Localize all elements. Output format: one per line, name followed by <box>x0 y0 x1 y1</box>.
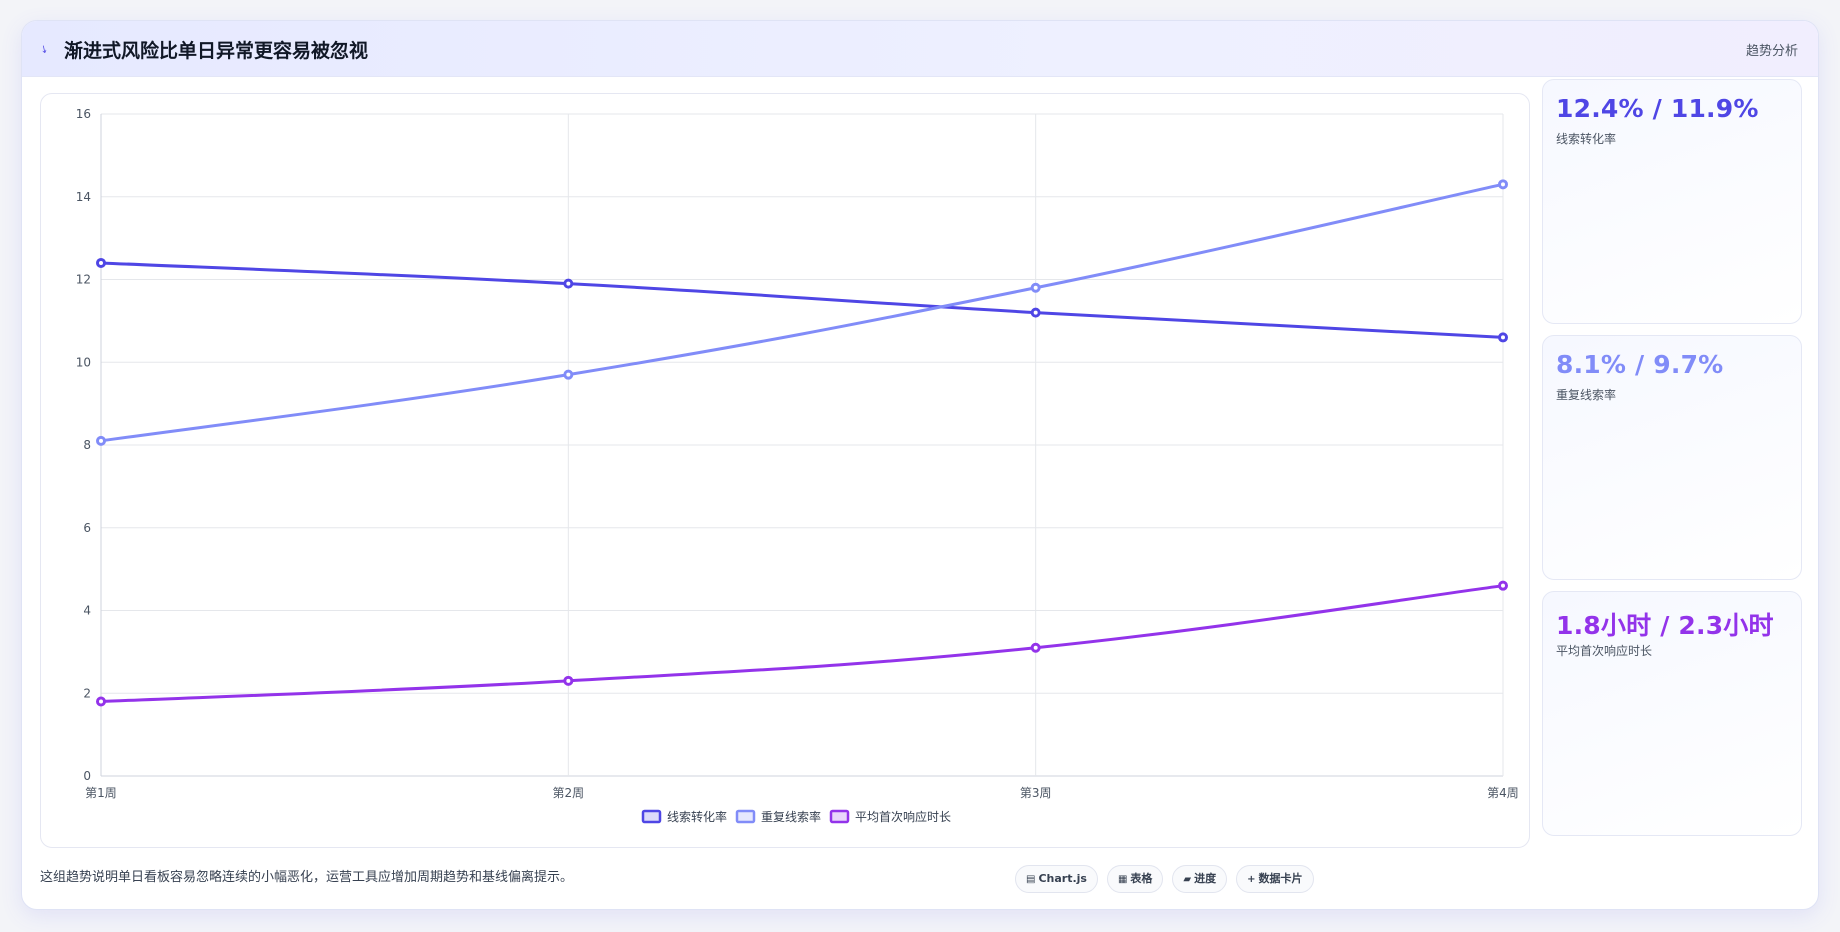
data-point <box>1498 179 1508 190</box>
data-point <box>1030 282 1041 293</box>
x-tick-label: 第1周 <box>85 786 117 800</box>
stat-card-response-time: 1.8小时 / 2.3小时 平均首次响应时长 <box>1542 591 1802 836</box>
legend-label: 平均首次响应时长 <box>855 809 951 824</box>
data-point <box>1030 307 1041 318</box>
data-point <box>1498 332 1508 343</box>
series-line <box>100 261 1504 339</box>
chip-chart[interactable]: ▤ Chart.js <box>1015 865 1098 893</box>
data-point <box>96 435 106 446</box>
insight-note: 这组趋势说明单日看板容易忽略连续的小幅恶化，运营工具应增加周期趋势和基线偏离提示… <box>40 870 574 885</box>
card-header: ⭏ 渐进式风险比单日异常更容易被忽视 趋势分析 <box>22 21 1818 77</box>
x-tick-label: 第3周 <box>1020 786 1052 800</box>
legend-swatch <box>829 809 850 824</box>
y-tick-label: 2 <box>83 686 91 700</box>
stat-value: 12.4% / 11.9% <box>1556 94 1759 123</box>
series-line <box>100 182 1504 443</box>
stat-card-duplicate: 8.1% / 9.7% 重复线索率 <box>1542 335 1802 580</box>
y-tick-label: 0 <box>83 769 91 783</box>
chip-label: 进度 <box>1194 872 1217 885</box>
stat-label: 重复线索率 <box>1556 388 1617 402</box>
data-point <box>96 696 106 707</box>
table-icon: ▦ <box>1117 874 1128 885</box>
feature-chips: ▤ Chart.js ▦ 表格 ▰ 进度 + 数据卡片 <box>1015 865 1314 893</box>
series-line <box>100 584 1504 704</box>
legend-label: 线索转化率 <box>667 809 727 824</box>
y-tick-label: 10 <box>76 355 91 369</box>
data-point <box>563 675 574 686</box>
card-icon: + <box>1247 874 1256 885</box>
legend-label: 重复线索率 <box>761 809 821 824</box>
y-tick-label: 16 <box>76 107 91 121</box>
chart-icon: ▤ <box>1026 874 1036 885</box>
dashboard-card: ⭏ 渐进式风险比单日异常更容易被忽视 趋势分析 0 2 4 6 8 10 12 14 16 第1周… <box>21 20 1819 910</box>
y-tick-label: 4 <box>83 604 91 618</box>
chip-label: Chart.js <box>1038 872 1087 885</box>
chip-label: 数据卡片 <box>1258 872 1303 885</box>
chip-label: 表格 <box>1130 872 1153 885</box>
chip-table[interactable]: ▦ 表格 <box>1106 865 1164 893</box>
data-point <box>563 369 574 380</box>
data-point <box>1498 580 1508 591</box>
y-tick-label: 14 <box>76 190 91 204</box>
card-title: 渐进式风险比单日异常更容易被忽视 <box>64 40 369 62</box>
stat-card-conversion: 12.4% / 11.9% 线索转化率 <box>1542 79 1802 324</box>
legend-swatch <box>641 809 662 824</box>
progress-icon: ▰ <box>1183 874 1192 885</box>
chart-panel: 0 2 4 6 8 10 12 14 16 第1周 第2周 第3周 第4周线索转化率 重复线索率 平均首次响… <box>40 93 1530 848</box>
legend-swatch <box>735 809 756 824</box>
stat-label: 平均首次响应时长 <box>1556 644 1653 658</box>
chip-progress[interactable]: ▰ 进度 <box>1172 865 1228 893</box>
stat-value: 8.1% / 9.7% <box>1556 350 1724 379</box>
trend-logo-icon: ⭏ <box>42 41 47 57</box>
x-tick-label: 第4周 <box>1487 786 1519 800</box>
x-tick-label: 第2周 <box>553 786 585 800</box>
stat-value: 1.8小时 / 2.3小时 <box>1556 611 1774 640</box>
data-point <box>96 257 106 268</box>
stat-label: 线索转化率 <box>1556 132 1617 146</box>
y-tick-label: 6 <box>83 521 91 535</box>
y-tick-label: 8 <box>83 438 91 452</box>
analysis-tag: 趋势分析 <box>1745 44 1798 59</box>
y-tick-label: 12 <box>76 273 91 287</box>
data-point <box>563 278 574 289</box>
data-point <box>1030 642 1041 653</box>
chip-data-card[interactable]: + 数据卡片 <box>1236 865 1314 893</box>
